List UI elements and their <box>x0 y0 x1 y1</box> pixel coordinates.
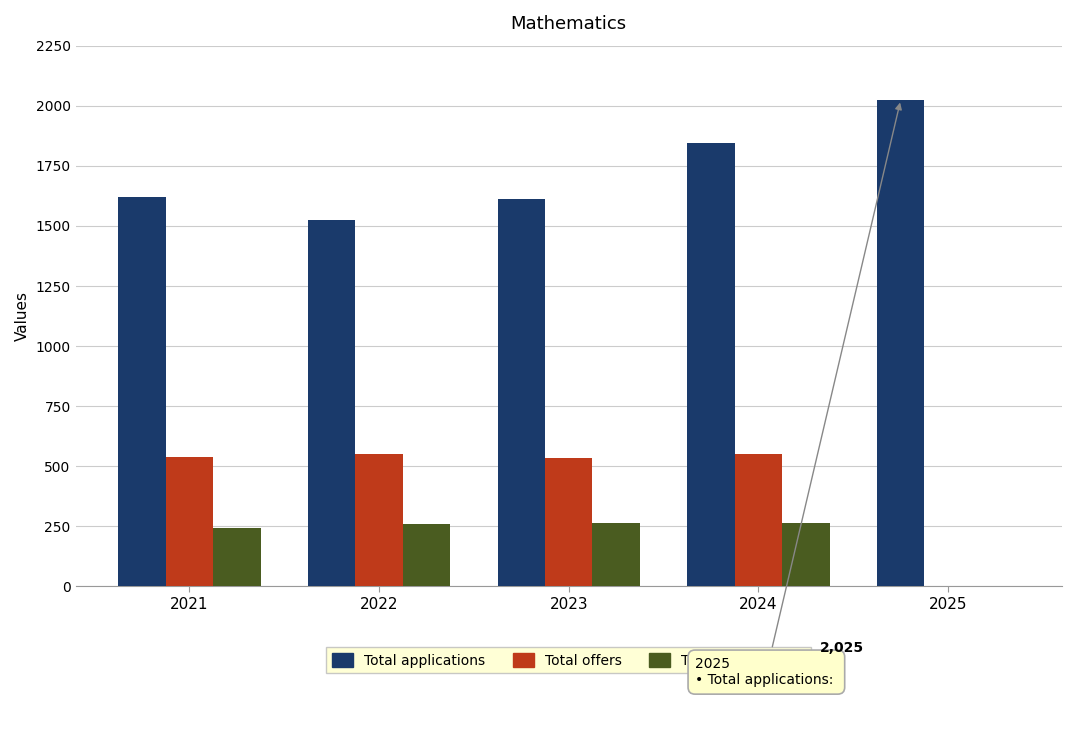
Bar <box>213 528 261 587</box>
Text: 2,025: 2,025 <box>820 641 864 655</box>
Bar <box>118 197 166 587</box>
Bar <box>308 220 355 587</box>
Legend: Total applications, Total offers, Total acceptances: Total applications, Total offers, Total … <box>326 648 811 673</box>
Y-axis label: Values: Values <box>15 291 30 341</box>
Bar <box>545 458 592 587</box>
Bar <box>498 199 545 587</box>
Bar <box>735 454 782 587</box>
Text: 2025
• Total applications:: 2025 • Total applications: <box>695 104 901 687</box>
Bar <box>166 456 213 587</box>
Bar <box>355 454 403 587</box>
Bar <box>782 523 829 587</box>
Bar <box>687 143 735 587</box>
Title: Mathematics: Mathematics <box>510 15 627 33</box>
Bar <box>877 100 924 587</box>
Bar <box>592 523 640 587</box>
Bar <box>403 524 450 587</box>
